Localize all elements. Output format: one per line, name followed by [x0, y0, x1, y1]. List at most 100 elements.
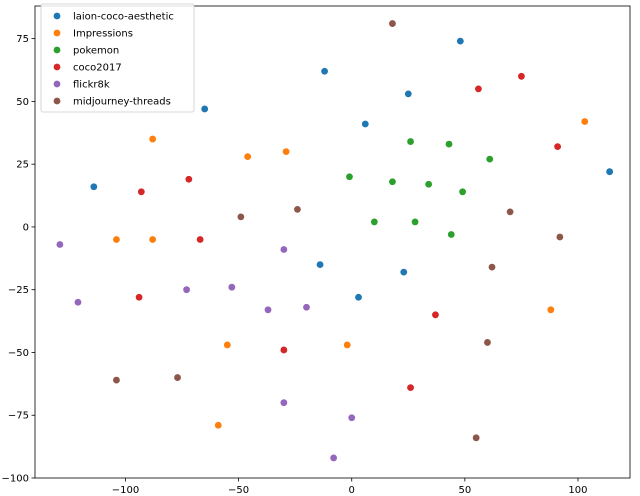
plot-frame [34, 5, 631, 479]
series-4 [56, 241, 356, 462]
y-tick-label: 50 [16, 97, 29, 108]
y-tick-label: 25 [16, 160, 29, 171]
legend-marker [53, 29, 61, 37]
data-point [556, 233, 564, 241]
data-point [554, 143, 561, 151]
data-point [223, 341, 231, 349]
data-point [237, 213, 245, 221]
legend-label: laion-coco-aesthetic [73, 12, 174, 23]
data-point [581, 118, 589, 125]
y-tick-label: −50 [8, 348, 29, 359]
data-point [355, 293, 362, 301]
data-point [113, 236, 120, 243]
axes: −100 −50 0 50 100 −100 −75 −50 −25 0 25 50 75 [2, 5, 631, 496]
data-point [432, 311, 439, 319]
data-point [484, 339, 491, 346]
data-point [404, 90, 412, 98]
data-point [400, 268, 408, 276]
legend-marker [53, 63, 61, 71]
data-point [214, 421, 222, 429]
data-point [506, 208, 514, 216]
series-0 [90, 37, 614, 301]
legend-label: Impressions [73, 29, 133, 40]
data-point [361, 120, 369, 128]
y-tick-label: −75 [8, 411, 29, 422]
legend-box [40, 3, 195, 113]
data-point [346, 173, 353, 181]
data-point [185, 175, 193, 183]
x-tick-label: −100 [112, 485, 139, 496]
data-point [264, 306, 272, 314]
plot-area [56, 20, 614, 462]
x-tick-label: −50 [228, 485, 249, 496]
data-point [280, 346, 288, 354]
legend-label: coco2017 [73, 63, 122, 74]
data-point [425, 180, 433, 188]
legend-item: Impressions [53, 29, 133, 40]
data-point [228, 283, 236, 291]
series-1 [113, 118, 589, 429]
data-point [606, 168, 614, 176]
y-tick-label: −100 [2, 474, 29, 485]
data-point [488, 263, 496, 271]
data-point [316, 261, 324, 268]
data-point [343, 341, 351, 349]
data-point [201, 105, 209, 113]
data-point [135, 293, 143, 301]
data-point [389, 178, 396, 186]
data-point [330, 454, 338, 462]
data-point [411, 218, 419, 226]
data-point [486, 155, 494, 163]
data-point [447, 231, 455, 238]
legend-item: pokemon [53, 46, 119, 57]
legend: laion-coco-aesthetic Impressions pokemon co… [40, 3, 195, 113]
legend-marker [53, 80, 61, 88]
legend-label: flickr8k [73, 80, 110, 91]
y-tick-label: −25 [8, 285, 29, 296]
legend-item: laion-coco-aesthetic [53, 12, 174, 23]
data-point [472, 434, 480, 442]
data-point [183, 286, 190, 294]
data-point [389, 20, 396, 27]
data-point [547, 306, 555, 314]
legend-item: midjourney-threads [53, 97, 171, 108]
data-point [196, 236, 204, 243]
data-point [74, 298, 82, 306]
data-point [407, 384, 414, 392]
data-point [370, 218, 378, 226]
x-tick-label: 50 [458, 485, 471, 496]
y-tick-label: 0 [23, 222, 29, 233]
legend-marker [53, 97, 61, 105]
data-point [321, 67, 328, 75]
data-point [475, 85, 482, 93]
series-3 [135, 72, 561, 392]
data-point [282, 148, 290, 156]
data-point [174, 374, 181, 381]
data-point [348, 414, 356, 422]
data-point [90, 183, 98, 191]
data-point [280, 399, 288, 407]
data-point [445, 140, 453, 148]
data-point [113, 376, 120, 384]
data-point [303, 303, 310, 311]
x-tick-label: 0 [349, 485, 355, 496]
data-point [137, 188, 145, 196]
y-tick-label: 75 [16, 34, 29, 45]
legend-item: flickr8k [53, 80, 110, 91]
data-point [244, 153, 252, 161]
data-point [459, 188, 466, 196]
series-2 [346, 138, 494, 238]
data-point [294, 205, 301, 213]
legend-item: coco2017 [53, 63, 122, 74]
legend-marker [53, 46, 61, 54]
data-point [518, 72, 525, 80]
series-5 [113, 20, 564, 442]
legend-label: pokemon [73, 46, 119, 57]
data-point [149, 135, 157, 143]
legend-marker [53, 12, 61, 20]
legend-label: midjourney-threads [73, 97, 171, 108]
data-point [407, 138, 414, 145]
data-point [280, 246, 288, 253]
